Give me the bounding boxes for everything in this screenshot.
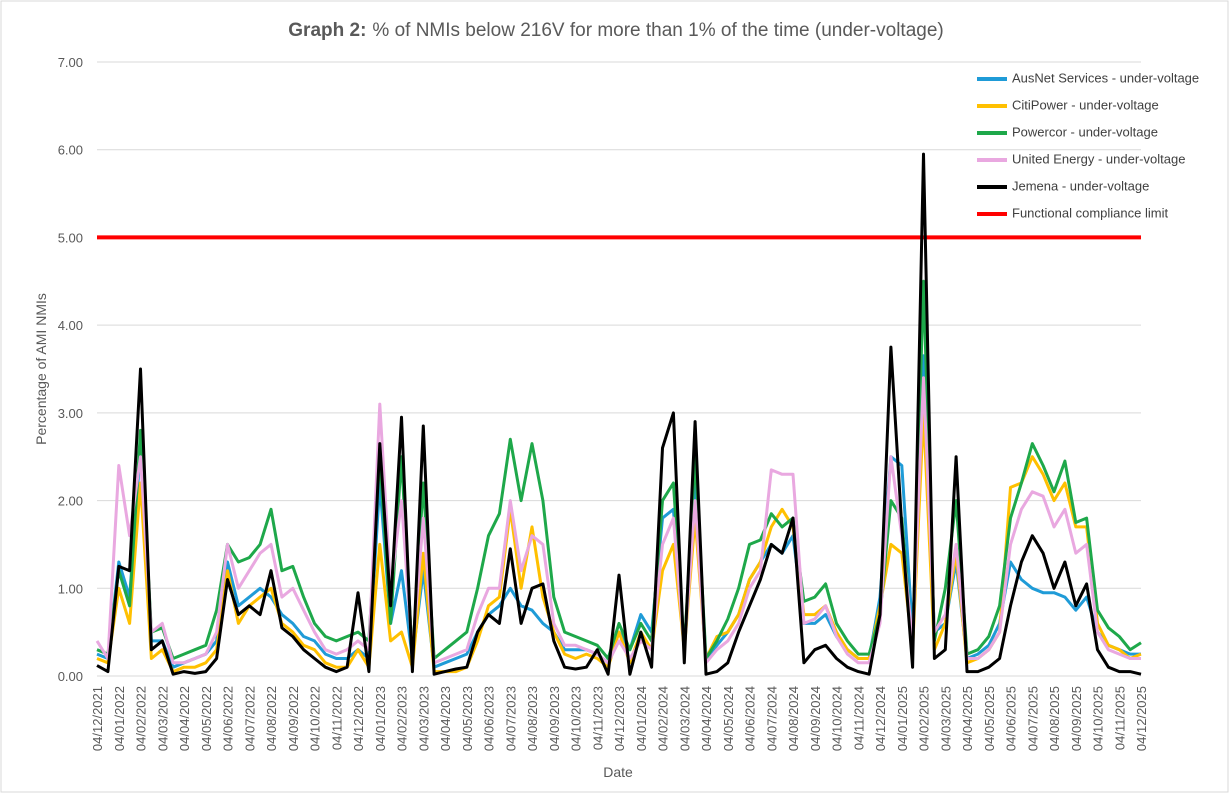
legend-label: AusNet Services - under-voltage — [1012, 70, 1199, 85]
x-tick-label: 04/09/2023 — [547, 686, 562, 751]
x-tick-label: 04/05/2024 — [721, 686, 736, 751]
x-tick-label: 04/05/2025 — [982, 686, 997, 751]
title-label: Graph 2: — [288, 20, 366, 41]
chart-title: Graph 2: % of NMIs below 216V for more th… — [288, 20, 943, 41]
x-tick-label: 04/04/2022 — [177, 686, 192, 751]
legend-label: United Energy - under-voltage — [1012, 151, 1185, 166]
y-tick-label: 3.00 — [58, 406, 83, 421]
x-tick-label: 04/12/2022 — [351, 686, 366, 751]
x-tick-label: 04/12/2024 — [873, 686, 888, 751]
x-tick-label: 04/07/2024 — [764, 686, 779, 751]
y-tick-label: 2.00 — [58, 494, 83, 509]
x-tick-label: 04/08/2023 — [525, 686, 540, 751]
y-tick-label: 7.00 — [58, 55, 83, 70]
y-tick-label: 0.00 — [58, 669, 83, 684]
legend-label: Powercor - under-voltage — [1012, 124, 1158, 139]
x-tick-label: 04/01/2022 — [112, 686, 127, 751]
x-tick-label: 04/03/2024 — [677, 686, 692, 751]
x-tick-label: 04/04/2025 — [960, 686, 975, 751]
x-tick-label: 04/07/2023 — [503, 686, 518, 751]
x-tick-label: 04/12/2023 — [612, 686, 627, 751]
x-tick-label: 04/10/2025 — [1091, 686, 1106, 751]
x-tick-label: 04/08/2025 — [1047, 686, 1062, 751]
y-tick-label: 6.00 — [58, 143, 83, 158]
legend-label: CitiPower - under-voltage — [1012, 97, 1159, 112]
x-tick-label: 04/10/2023 — [569, 686, 584, 751]
x-tick-label: 04/01/2025 — [895, 686, 910, 751]
x-tick-label: 04/06/2022 — [221, 686, 236, 751]
y-tick-label: 1.00 — [58, 581, 83, 596]
x-tick-label: 04/02/2024 — [656, 686, 671, 751]
x-tick-label: 04/06/2024 — [743, 686, 758, 751]
x-tick-label: 04/06/2023 — [482, 686, 497, 751]
y-tick-label: 5.00 — [58, 230, 83, 245]
x-tick-label: 04/06/2025 — [1004, 686, 1019, 751]
x-tick-label: 04/03/2023 — [416, 686, 431, 751]
x-tick-label: 04/11/2024 — [851, 686, 866, 750]
series-line — [96, 152, 1142, 676]
x-tick-label: 04/09/2024 — [808, 686, 823, 751]
x-tick-label: 04/10/2022 — [308, 686, 323, 751]
x-tick-label: 04/11/2022 — [329, 686, 344, 750]
x-tick-label: 04/05/2023 — [460, 686, 475, 751]
x-tick-label: 04/01/2023 — [373, 686, 388, 751]
x-tick-label: 04/12/2021 — [90, 686, 105, 751]
title-text: % of NMIs below 216V for more than 1% of… — [372, 20, 943, 41]
x-axis-label: Date — [603, 764, 633, 780]
x-tick-label: 04/03/2022 — [155, 686, 170, 751]
x-tick-label: 04/02/2022 — [134, 686, 149, 751]
legend-label: Functional compliance limit — [1012, 205, 1168, 220]
x-tick-label: 04/12/2025 — [1134, 686, 1149, 751]
x-tick-label: 04/04/2024 — [699, 686, 714, 751]
x-tick-label: 04/11/2025 — [1112, 686, 1127, 750]
x-tick-label: 04/03/2025 — [938, 686, 953, 751]
x-tick-label: 04/01/2024 — [634, 686, 649, 751]
legend-label: Jemena - under-voltage — [1012, 178, 1149, 193]
x-tick-label: 04/07/2025 — [1025, 686, 1040, 751]
x-tick-label: 04/02/2025 — [917, 686, 932, 751]
x-tick-label: 04/09/2025 — [1069, 686, 1084, 751]
x-tick-label: 04/02/2023 — [395, 686, 410, 751]
x-tick-label: 04/07/2022 — [242, 686, 257, 751]
y-axis-label: Percentage of AMI NMIs — [33, 293, 49, 445]
y-tick-label: 4.00 — [58, 318, 83, 333]
x-tick-label: 04/11/2023 — [590, 686, 605, 750]
x-tick-label: 04/05/2022 — [199, 686, 214, 751]
x-tick-label: 04/09/2022 — [286, 686, 301, 751]
x-tick-label: 04/08/2024 — [786, 686, 801, 751]
x-tick-label: 04/08/2022 — [264, 686, 279, 751]
x-tick-label: 04/10/2024 — [830, 686, 845, 751]
x-tick-label: 04/04/2023 — [438, 686, 453, 751]
